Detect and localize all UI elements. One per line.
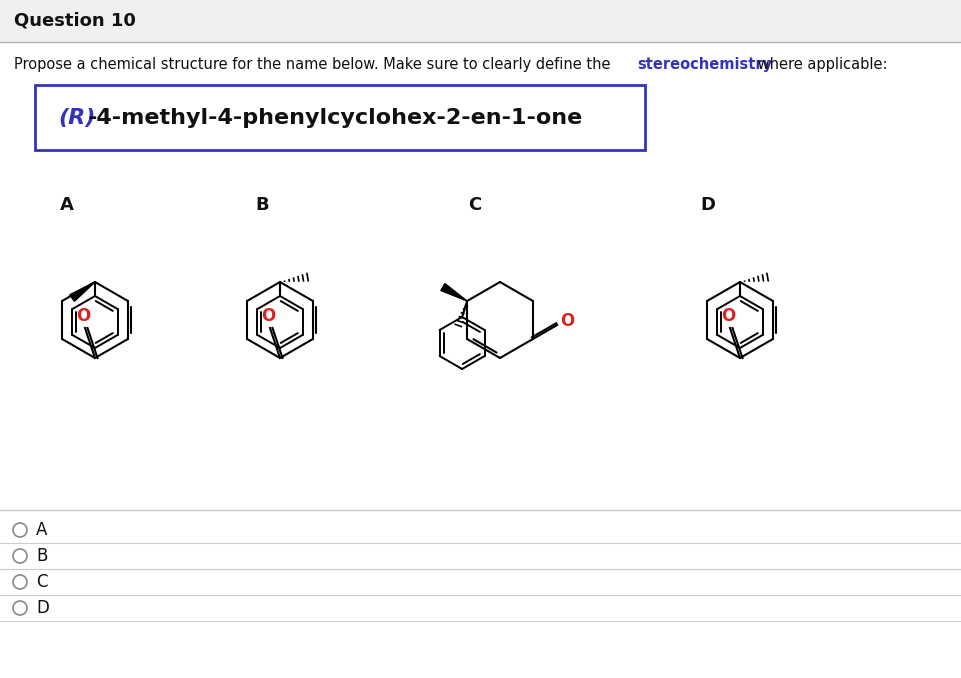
- Text: where applicable:: where applicable:: [752, 58, 887, 73]
- Text: (R): (R): [58, 108, 95, 128]
- Text: O: O: [559, 312, 574, 330]
- FancyBboxPatch shape: [35, 85, 644, 150]
- Text: C: C: [36, 573, 47, 591]
- Text: -4-methyl-4-phenylcyclohex-2-en-1-one: -4-methyl-4-phenylcyclohex-2-en-1-one: [87, 108, 582, 128]
- FancyBboxPatch shape: [0, 0, 961, 42]
- Polygon shape: [70, 282, 95, 301]
- Text: Question 10: Question 10: [14, 12, 136, 30]
- Text: B: B: [255, 196, 268, 214]
- Text: D: D: [36, 599, 49, 617]
- Text: Propose a chemical structure for the name below. Make sure to clearly define the: Propose a chemical structure for the nam…: [14, 58, 614, 73]
- Text: A: A: [60, 196, 74, 214]
- Text: O: O: [76, 307, 90, 325]
- Text: C: C: [467, 196, 480, 214]
- Text: A: A: [36, 521, 47, 539]
- Polygon shape: [440, 283, 467, 301]
- Text: stereochemistry: stereochemistry: [637, 58, 772, 73]
- Text: O: O: [260, 307, 275, 325]
- Text: B: B: [36, 547, 47, 565]
- Text: D: D: [700, 196, 714, 214]
- Text: O: O: [720, 307, 734, 325]
